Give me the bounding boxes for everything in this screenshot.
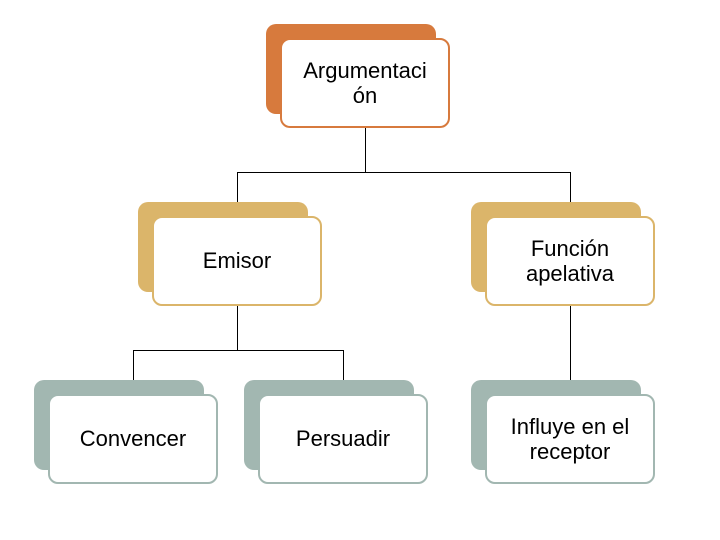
node-funcion-label: Función apelativa <box>493 236 647 287</box>
node-root-label: Argumentaci ón <box>288 58 442 109</box>
connector-seg <box>237 306 238 350</box>
node-convencer-box: Convencer <box>48 394 218 484</box>
node-funcion-box: Función apelativa <box>485 216 655 306</box>
connector-seg <box>133 350 344 351</box>
connector-seg <box>365 128 366 172</box>
node-emisor-box: Emisor <box>152 216 322 306</box>
node-influye-box: Influye en el receptor <box>485 394 655 484</box>
node-convencer-label: Convencer <box>80 426 186 451</box>
node-influye-label: Influye en el receptor <box>493 414 647 465</box>
node-emisor-label: Emisor <box>203 248 271 273</box>
node-persuadir-label: Persuadir <box>296 426 390 451</box>
connector-seg <box>237 172 571 173</box>
node-root-box: Argumentaci ón <box>280 38 450 128</box>
node-persuadir-box: Persuadir <box>258 394 428 484</box>
